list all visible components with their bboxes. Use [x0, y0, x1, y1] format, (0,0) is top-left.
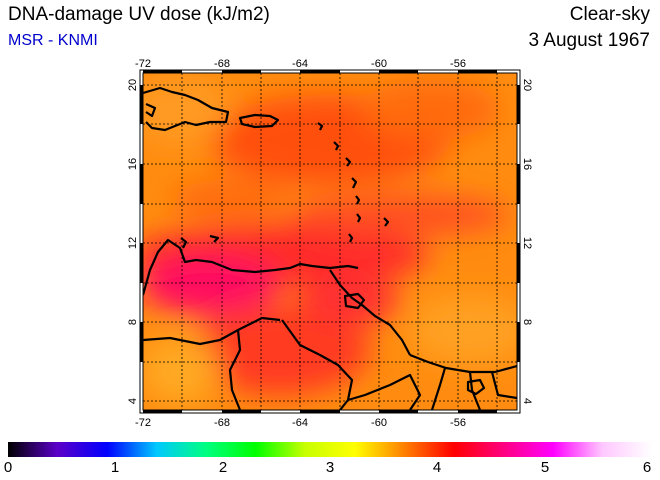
lat-tick-label: 12 — [127, 237, 139, 249]
uv-dose-field — [143, 73, 517, 410]
lat-ticks-left: 4 8 12 16 20 — [127, 79, 139, 404]
colorbar-label: 4 — [432, 459, 442, 476]
lat-tick-label: 12 — [521, 237, 533, 249]
colorbar-label: 0 — [3, 459, 13, 476]
lon-tick-label: -60 — [371, 417, 387, 429]
lon-ticks-bottom: -72 -68 -64 -60 -56 — [135, 417, 466, 429]
lon-tick-label: -72 — [135, 417, 151, 429]
lon-tick-label: -64 — [292, 417, 308, 429]
colorbar-label: 6 — [642, 459, 652, 476]
lon-tick-label: -68 — [214, 58, 230, 70]
map-frame — [139, 69, 521, 414]
lon-tick-label: -56 — [450, 417, 466, 429]
sky-condition-label: Clear-sky — [569, 4, 650, 25]
lon-tick-label: -68 — [214, 417, 230, 429]
lat-tick-label: 4 — [127, 398, 139, 404]
colorbar — [8, 442, 652, 457]
lat-tick-label: 8 — [521, 319, 533, 325]
colorbar-label: 2 — [218, 459, 228, 476]
gridlines — [143, 73, 517, 410]
lat-tick-label: 4 — [521, 398, 533, 404]
colorbar-label: 3 — [325, 459, 335, 476]
lon-tick-label: -64 — [292, 58, 308, 70]
lon-tick-label: -72 — [135, 58, 151, 70]
lat-tick-label: 8 — [127, 319, 139, 325]
lon-ticks-top: -72 -68 -64 -60 -56 — [135, 58, 466, 70]
uv-dose-map: -72 -68 -64 -60 -56 -72 -68 -64 -60 -56 … — [127, 58, 533, 429]
lon-tick-label: -56 — [450, 58, 466, 70]
colorbar-label: 5 — [540, 459, 550, 476]
lat-ticks-right: 4 8 12 16 20 — [521, 79, 533, 404]
colorbar-label: 1 — [110, 459, 120, 476]
coastlines — [143, 86, 517, 410]
data-source-label: MSR - KNMI — [8, 32, 98, 49]
date-label: 3 August 1967 — [528, 30, 651, 51]
lat-tick-label: 20 — [127, 79, 139, 91]
lat-tick-label: 16 — [127, 158, 139, 170]
lat-tick-label: 16 — [521, 158, 533, 170]
map-title: DNA-damage UV dose (kJ/m2) — [8, 4, 270, 25]
lon-tick-label: -60 — [371, 58, 387, 70]
lat-tick-label: 20 — [521, 79, 533, 91]
